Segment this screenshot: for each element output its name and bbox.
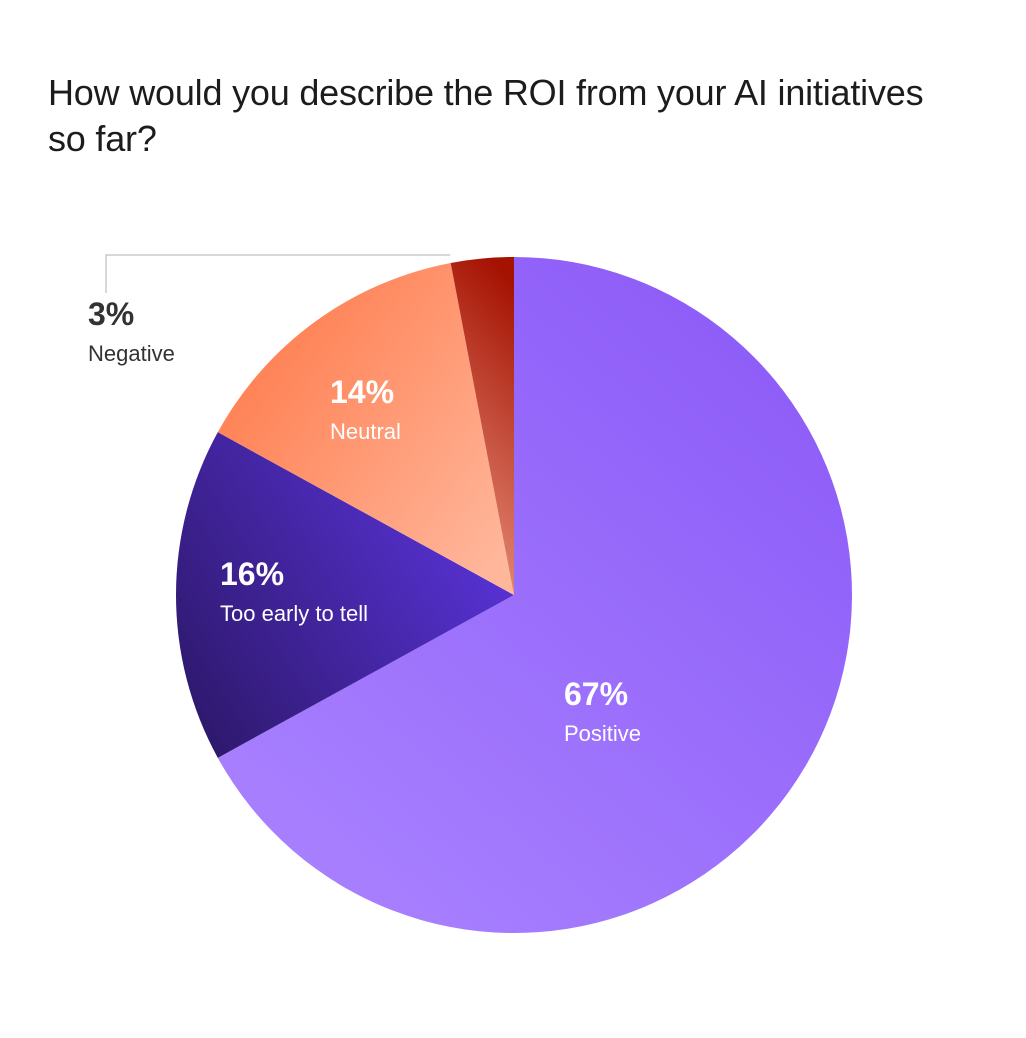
slice-label-positive: Positive (564, 721, 641, 746)
pie-slice-too-early-to-tell (175, 432, 514, 758)
slice-label-neutral: Neutral (330, 419, 401, 444)
slice-percent-too-early-to-tell: 16% (220, 556, 284, 592)
chart-title: How would you describe the ROI from your… (48, 72, 924, 159)
slice-percent-neutral: 14% (330, 374, 394, 410)
pie-slice-positive (217, 257, 852, 933)
slice-label-negative: Negative (88, 341, 175, 366)
slice-percent-negative: 3% (88, 296, 134, 332)
slice-labels: 67% Positive 16% Too early to tell 14% Neutra… (88, 296, 641, 746)
slice-percent-positive: 67% (564, 676, 628, 712)
slice-label-too-early-to-tell: Too early to tell (220, 601, 368, 626)
leader-lines (105, 254, 451, 293)
leader-line-negative (105, 254, 451, 293)
pie-slice-negative (450, 257, 514, 595)
pie-slices (175, 257, 852, 933)
pie-slice-neutral (217, 262, 514, 595)
